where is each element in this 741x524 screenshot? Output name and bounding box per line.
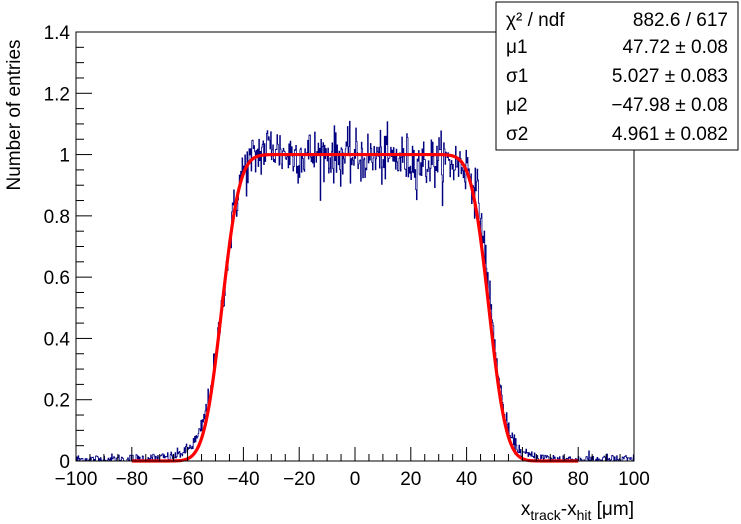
y-tick-label: 0.4 — [44, 329, 71, 350]
x-tick-label: 100 — [618, 469, 650, 490]
y-axis-title: Number of entries — [4, 39, 25, 190]
stats-box: χ² / ndf 882.6 / 617 μ1 47.72 ± 0.08 σ1 … — [495, 1, 739, 151]
y-tick-label: 1 — [59, 146, 70, 167]
x-axis-title-mid: -x — [561, 499, 577, 520]
y-tick-label: 0.2 — [44, 391, 70, 412]
x-tick-label: 80 — [568, 469, 589, 490]
stats-value-sigma2: 4.961 ± 0.082 — [612, 124, 728, 145]
stats-value-sigma1: 5.027 ± 0.083 — [612, 66, 728, 87]
x-axis-title-sub2: hit — [577, 507, 592, 523]
fit-curve-series — [131, 152, 579, 463]
x-axis-title-unit: [μm] — [591, 499, 634, 520]
stats-label-chi2: χ² / ndf — [506, 10, 565, 31]
x-tick-label: −40 — [227, 469, 259, 490]
stats-label-mu1: μ1 — [506, 37, 528, 58]
y-tick-label: 1.2 — [44, 84, 70, 105]
x-tick-label: 0 — [350, 469, 361, 490]
x-tick-label: 40 — [456, 469, 477, 490]
x-tick-label: −100 — [55, 469, 98, 490]
x-tick-label: −80 — [116, 469, 148, 490]
histogram-series — [76, 120, 634, 462]
x-tick-label: −60 — [171, 469, 203, 490]
histogram-line — [76, 120, 634, 462]
x-axis-title: xtrack-xhit [μm] — [521, 499, 634, 523]
x-tick-label: 20 — [400, 469, 421, 490]
stats-label-sigma1: σ1 — [506, 66, 528, 87]
stats-value-mu1: 47.72 ± 0.08 — [622, 37, 728, 58]
x-axis-title-base: x — [521, 499, 531, 520]
x-tick-label: −20 — [283, 469, 315, 490]
stats-box-frame — [495, 1, 739, 151]
fit-curve — [131, 152, 579, 463]
y-tick-label: 1.4 — [44, 23, 71, 44]
y-tick-label: 0 — [59, 452, 70, 473]
stats-value-mu2: −47.98 ± 0.08 — [611, 95, 728, 116]
stats-label-mu2: μ2 — [506, 95, 528, 116]
y-tick-label: 0.6 — [44, 268, 70, 289]
y-axis: 0 0.2 0.4 0.6 0.8 1 1.2 1.4 — [44, 23, 92, 473]
stats-label-sigma2: σ2 — [506, 124, 528, 145]
stats-value-chi2: 882.6 / 617 — [633, 10, 728, 31]
x-axis: −100 −80 −60 −40 −20 0 20 40 60 80 100 — [55, 447, 650, 490]
x-tick-label: 60 — [512, 469, 533, 490]
y-tick-label: 0.8 — [44, 207, 70, 228]
x-axis-title-sub1: track — [530, 507, 561, 523]
